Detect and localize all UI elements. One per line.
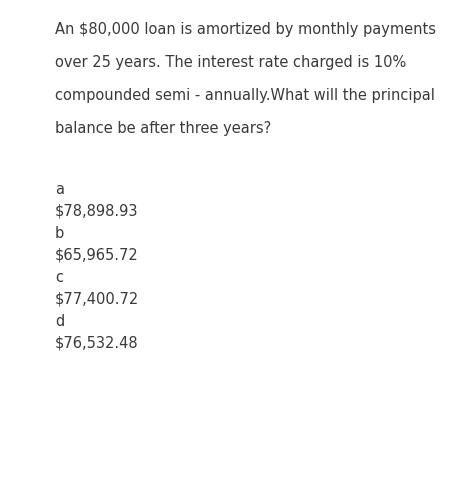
Text: $76,532.48: $76,532.48 [55, 336, 138, 351]
Text: $78,898.93: $78,898.93 [55, 204, 138, 219]
Text: over 25 years. The interest rate charged is 10%: over 25 years. The interest rate charged… [55, 55, 405, 70]
Text: b: b [55, 226, 64, 241]
Text: balance be after three years?: balance be after three years? [55, 121, 271, 136]
Text: a: a [55, 182, 64, 197]
Text: $65,965.72: $65,965.72 [55, 248, 139, 263]
Text: c: c [55, 270, 63, 285]
Text: An $80,000 loan is amortized by monthly payments: An $80,000 loan is amortized by monthly … [55, 22, 435, 37]
Text: $77,400.72: $77,400.72 [55, 292, 139, 307]
Text: compounded semi - annually.What will the principal: compounded semi - annually.What will the… [55, 88, 434, 103]
Text: d: d [55, 314, 64, 329]
